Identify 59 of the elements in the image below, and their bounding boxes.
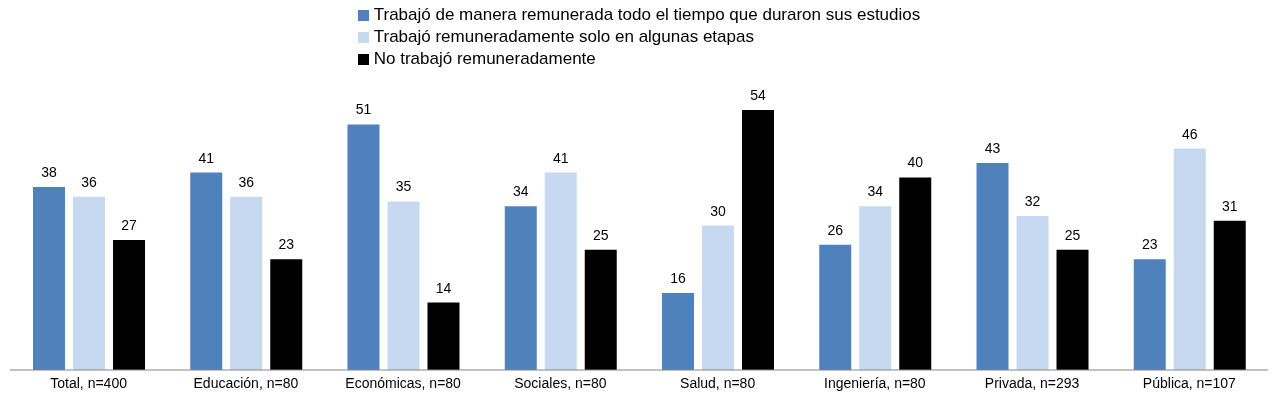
bar bbox=[859, 206, 892, 370]
bar bbox=[702, 225, 734, 370]
legend-label: No trabajó remuneradamente bbox=[373, 49, 596, 69]
data-label: 54 bbox=[750, 87, 766, 103]
bar bbox=[427, 302, 460, 370]
data-label: 16 bbox=[670, 269, 686, 286]
bar bbox=[584, 249, 617, 370]
bar bbox=[819, 244, 852, 370]
data-label: 25 bbox=[1064, 226, 1081, 243]
bar bbox=[230, 196, 263, 370]
x-tick-label: Total, n=400 bbox=[50, 374, 128, 391]
x-tick-label: Pública, n=107 bbox=[1142, 374, 1237, 391]
bar bbox=[1056, 249, 1089, 370]
bar bbox=[742, 110, 774, 370]
bar bbox=[662, 292, 694, 370]
data-label: 43 bbox=[984, 139, 1001, 156]
data-label: 36 bbox=[81, 173, 97, 190]
bar bbox=[1213, 220, 1246, 370]
data-label: 40 bbox=[907, 154, 924, 171]
bar bbox=[1173, 148, 1206, 370]
data-label: 23 bbox=[1141, 236, 1158, 253]
data-label: 34 bbox=[512, 183, 529, 200]
bar bbox=[190, 172, 223, 370]
data-label: 27 bbox=[121, 217, 137, 233]
bar bbox=[1016, 215, 1049, 370]
data-label: 38 bbox=[41, 164, 57, 181]
x-tick-label: Privada, n=293 bbox=[984, 374, 1080, 391]
x-tick-label: Económicas, n=80 bbox=[345, 374, 462, 391]
data-label: 35 bbox=[395, 178, 412, 195]
data-label: 51 bbox=[355, 101, 372, 118]
data-label: 25 bbox=[592, 226, 609, 243]
data-label: 30 bbox=[710, 202, 726, 219]
bar bbox=[270, 259, 303, 370]
x-tick-label: Educación, n=80 bbox=[193, 374, 299, 391]
data-label: 41 bbox=[198, 149, 215, 166]
data-label: 46 bbox=[1181, 125, 1198, 142]
legend-label: Trabajó de manera remunerada todo el tiempo que duraron sus estudios bbox=[373, 5, 921, 25]
bar bbox=[504, 206, 537, 370]
data-label: 31 bbox=[1221, 197, 1238, 214]
bar bbox=[387, 201, 420, 370]
bar bbox=[976, 162, 1009, 370]
bar bbox=[544, 172, 577, 370]
x-tick-label: Ingeniería, n=80 bbox=[824, 374, 926, 391]
bar bbox=[33, 187, 65, 370]
x-tick-label: Salud, n=80 bbox=[680, 374, 756, 391]
data-label: 34 bbox=[867, 183, 884, 200]
x-tick-label: Sociales, n=80 bbox=[514, 374, 607, 391]
data-label: 26 bbox=[827, 221, 844, 238]
data-label: 41 bbox=[552, 149, 569, 166]
bar bbox=[1133, 259, 1166, 370]
data-label: 36 bbox=[238, 173, 255, 190]
bar bbox=[73, 196, 105, 370]
bar bbox=[113, 240, 145, 370]
data-label: 23 bbox=[278, 236, 295, 253]
legend-label: Trabajó remuneradamente solo en algunas etapas bbox=[373, 27, 754, 47]
bar bbox=[347, 124, 380, 370]
bar bbox=[899, 177, 932, 370]
data-label: 32 bbox=[1024, 192, 1041, 209]
data-label: 14 bbox=[435, 279, 452, 296]
